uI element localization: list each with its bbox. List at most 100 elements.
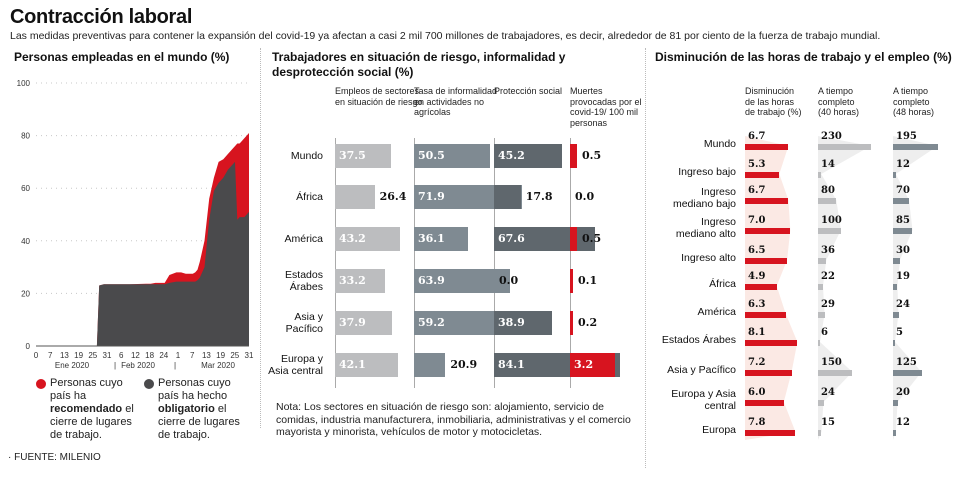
bar (893, 312, 899, 318)
bar-value-label: 0.0 (499, 274, 519, 287)
bar-value-label: 5.3 (748, 159, 766, 170)
bar-value-label: 195 (896, 131, 917, 142)
bar-value-label: 24 (896, 299, 910, 310)
x-tick-label: 19 (74, 351, 83, 360)
section-divider (645, 48, 646, 468)
column-header: Protección social (494, 86, 563, 96)
bar-value-label: 24 (821, 387, 835, 398)
bar-value-label: 6.5 (748, 245, 766, 256)
bar-value-label: 150 (821, 357, 842, 368)
row-label: Ingreso bajo (678, 166, 736, 178)
row-label: Asia y Pacífico (285, 311, 323, 335)
bar (494, 227, 596, 251)
bar (893, 400, 898, 406)
bar-value-label: 33.2 (339, 274, 366, 287)
bar (893, 340, 895, 346)
bar-value-label: 17.8 (525, 190, 553, 203)
bar-value-label: 19 (896, 271, 910, 282)
row-label: Europa y Asia central (671, 388, 736, 412)
bar-value-label: 59.2 (418, 316, 445, 329)
y-tick-label: 80 (21, 132, 30, 141)
x-tick-label: 1 (176, 351, 181, 360)
row-label: Ingreso mediano bajo (672, 186, 736, 210)
bar-value-label: 12 (896, 417, 910, 428)
bar (745, 228, 791, 234)
x-tick-label: 12 (131, 351, 140, 360)
bar-value-label: 15 (821, 417, 835, 428)
bar-value-label: 42.1 (339, 358, 366, 371)
bar-value-label: 0.5 (582, 149, 602, 162)
bar-value-label: 0.0 (575, 190, 595, 203)
bar-value-label: 6.0 (748, 387, 766, 398)
bar (818, 258, 827, 264)
bar (414, 311, 503, 335)
row-label: Europa (702, 424, 736, 436)
x-tick-label: 7 (190, 351, 195, 360)
bar (745, 144, 789, 150)
column-axis (494, 138, 495, 388)
bar-value-label: 38.9 (498, 316, 525, 329)
bar-value-label: 230 (821, 131, 842, 142)
bar-value-label: 100 (821, 215, 842, 226)
legend-swatch (144, 379, 154, 389)
bar-value-label: 84.1 (498, 358, 525, 371)
bar-value-label: 7.2 (748, 357, 766, 368)
bar (893, 430, 896, 436)
column-header: A tiempo completo (40 horas) (818, 86, 860, 117)
bar (818, 340, 820, 346)
bar (335, 311, 392, 335)
bar (414, 227, 469, 251)
area-series-mandatory (36, 161, 249, 346)
bar (494, 144, 562, 168)
row-label: Estados Árabes (285, 269, 323, 293)
row-label: Mundo (290, 150, 323, 162)
bar-value-label: 20.9 (450, 358, 478, 371)
bar-value-label: 20 (896, 387, 910, 398)
bar (494, 185, 521, 209)
row-label: África (296, 191, 323, 203)
bar-value-label: 4.9 (748, 271, 766, 282)
bar (893, 198, 910, 204)
bar-value-label: 50.5 (418, 149, 445, 162)
row-label: Estados Árabes (661, 334, 736, 346)
bar (745, 430, 796, 436)
bar (745, 400, 784, 406)
x-tick-label: 18 (145, 351, 154, 360)
month-label: | (174, 361, 176, 370)
bar (745, 340, 798, 346)
bar (893, 144, 938, 150)
bar (893, 284, 898, 290)
employment-chart-title: Personas empleadas en el mundo (%) (14, 50, 230, 64)
x-tick-label: 24 (159, 351, 168, 360)
bar (745, 172, 780, 178)
bar (570, 269, 573, 293)
column-axis (335, 138, 336, 388)
bar (570, 311, 573, 335)
bar (893, 258, 900, 264)
trend-shape (893, 136, 938, 440)
column-header: Tasa de informalidad en actividades no a… (414, 86, 498, 117)
bar-value-label: 0.2 (578, 316, 598, 329)
column-axis (414, 138, 415, 388)
row-label: Asia y Pacífico (667, 364, 736, 376)
bar-value-label: 0.5 (582, 232, 602, 245)
bar (570, 227, 577, 251)
bar (818, 400, 824, 406)
legend-item: Personas cuyo país ha hecho obligatorio … (144, 377, 246, 442)
y-tick-label: 20 (21, 289, 30, 298)
source-credit: · FUENTE: MILENIO (8, 452, 101, 463)
bar (818, 198, 837, 204)
x-tick-label: 6 (119, 351, 124, 360)
row-label: Ingreso mediano alto (675, 216, 736, 240)
month-label: Feb 2020 (121, 361, 155, 370)
bar (818, 228, 841, 234)
row-label: África (709, 278, 736, 290)
bar-value-label: 14 (821, 159, 835, 170)
bar-value-label: 3.2 (574, 358, 594, 371)
bar-value-label: 63.9 (418, 274, 445, 287)
column-header: Disminución de las horas de trabajo (%) (745, 86, 802, 117)
y-tick-label: 40 (21, 237, 30, 246)
bar-value-label: 6 (821, 327, 828, 338)
bar (818, 172, 822, 178)
bar-value-label: 70 (896, 185, 910, 196)
